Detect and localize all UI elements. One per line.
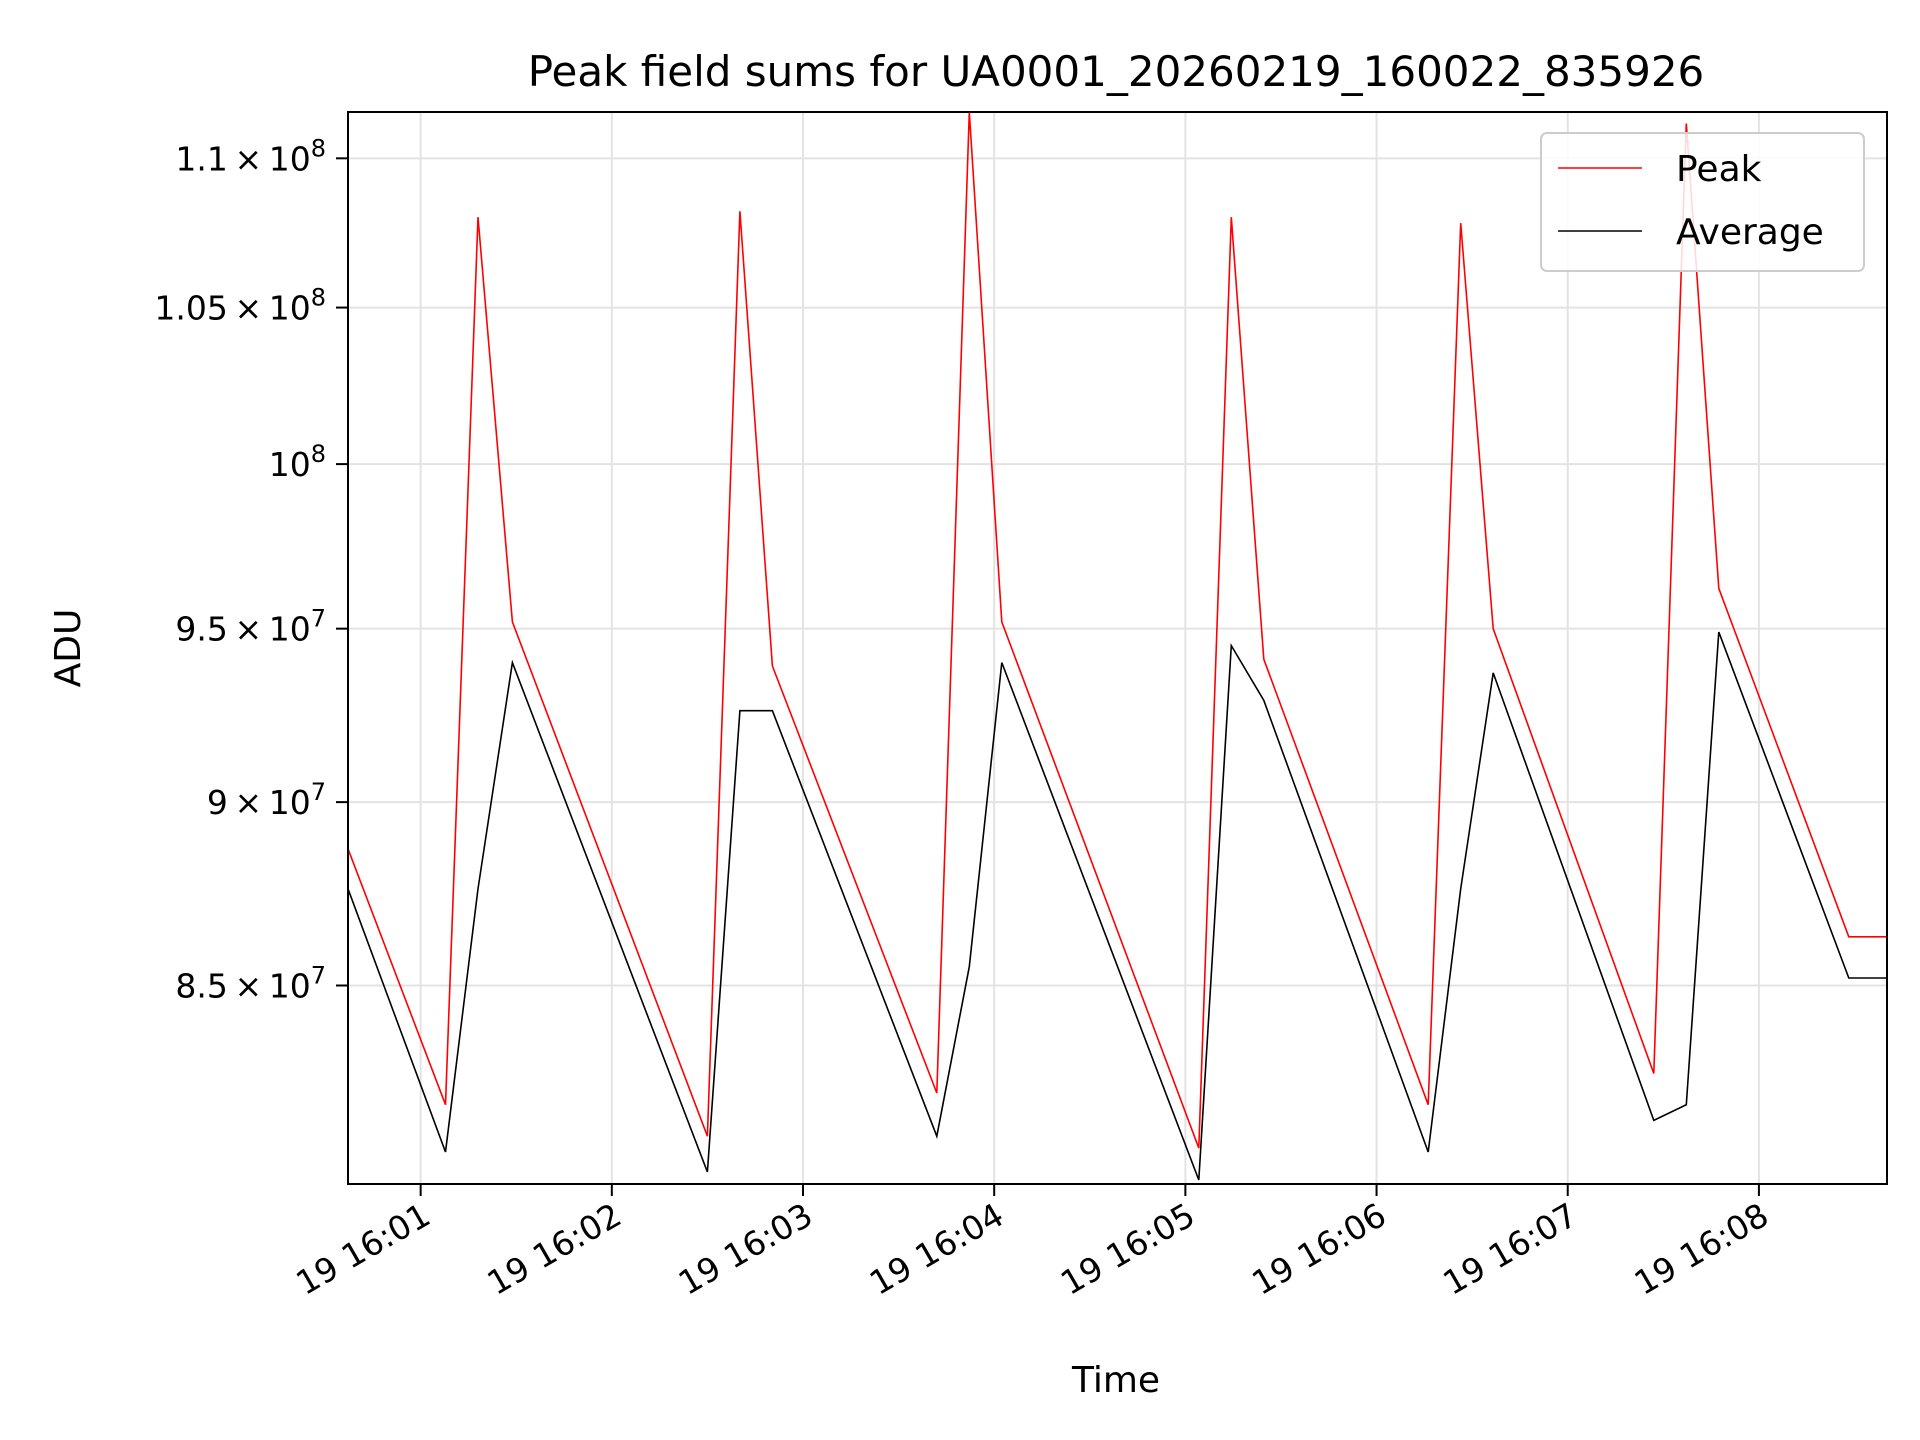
plot-frame <box>347 111 1888 1185</box>
y-tick-label: 1.05 × 108 <box>154 284 326 328</box>
legend: Peak Average <box>1540 132 1865 272</box>
legend-label-peak: Peak <box>1676 149 1762 190</box>
grid <box>348 112 1887 1184</box>
y-tick-label: 8.5 × 107 <box>175 961 326 1005</box>
y-axis-label: ADU <box>48 609 89 688</box>
y-tick-label: 108 <box>269 440 326 484</box>
y-tick-label: 1.1 × 108 <box>175 134 326 178</box>
y-tick-label: 9.5 × 107 <box>175 605 326 649</box>
x-axis-label: Time <box>1071 1360 1160 1401</box>
series-line-average <box>347 631 1887 1181</box>
y-axis: 8.5 × 107 9 × 107 9.5 × 107 108 1.05 × 108 1.… <box>154 134 348 1005</box>
series-layer <box>347 111 1887 1181</box>
legend-label-average: Average <box>1676 212 1824 253</box>
chart-title: Peak field sums for UA0001_20260219_1600… <box>528 47 1705 96</box>
series-line-peak <box>347 111 1887 1149</box>
y-tick-label: 9 × 107 <box>207 778 326 822</box>
